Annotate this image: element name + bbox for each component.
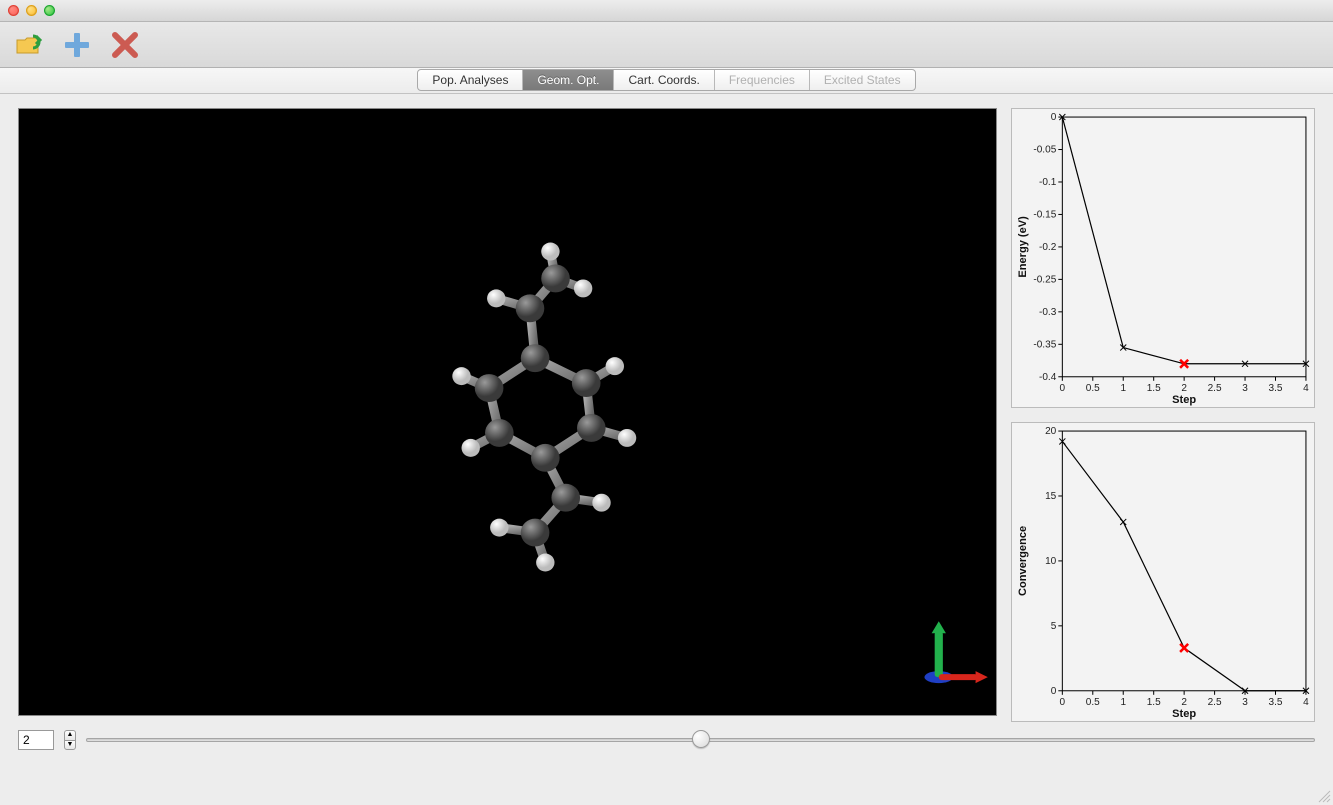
close-icon[interactable] — [8, 5, 19, 16]
axes-gizmo — [924, 621, 987, 683]
svg-text:1: 1 — [1120, 383, 1126, 394]
svg-text:10: 10 — [1045, 556, 1057, 567]
svg-text:4: 4 — [1303, 383, 1309, 394]
svg-text:1.5: 1.5 — [1147, 697, 1161, 708]
toolbar — [0, 22, 1333, 68]
step-slider[interactable] — [86, 732, 1315, 748]
tab-bar: Pop. AnalysesGeom. Opt.Cart. Coords.Freq… — [0, 68, 1333, 94]
svg-text:3: 3 — [1242, 697, 1248, 708]
svg-text:0.5: 0.5 — [1086, 697, 1100, 708]
add-button[interactable] — [62, 30, 92, 60]
svg-text:1.5: 1.5 — [1147, 383, 1161, 394]
svg-text:0: 0 — [1060, 383, 1066, 394]
svg-text:0: 0 — [1060, 697, 1066, 708]
svg-text:-0.15: -0.15 — [1033, 209, 1056, 220]
svg-text:2.5: 2.5 — [1208, 697, 1222, 708]
svg-text:Step: Step — [1172, 394, 1196, 406]
energy-chart[interactable]: 0 0.5 1 1.5 2 2.5 3 3.5 4 0 -0.05 -0.1 -0.15 -0.2 -0.2… — [1011, 108, 1315, 408]
tab-excited-states: Excited States — [810, 70, 915, 90]
resize-grip-icon — [1317, 789, 1331, 803]
svg-text:3: 3 — [1242, 383, 1248, 394]
svg-text:-0.35: -0.35 — [1033, 339, 1056, 350]
svg-text:Step: Step — [1172, 708, 1196, 720]
step-down-button[interactable]: ▼ — [64, 740, 76, 750]
svg-text:3.5: 3.5 — [1269, 697, 1283, 708]
svg-text:Energy (eV): Energy (eV) — [1017, 216, 1029, 278]
svg-text:-0.4: -0.4 — [1039, 372, 1057, 383]
svg-text:-0.2: -0.2 — [1039, 242, 1057, 253]
convergence-chart[interactable]: 0 0.5 1 1.5 2 2.5 3 3.5 4 0 5 10 15 20 Step Convergence — [1011, 422, 1315, 722]
svg-text:Convergence: Convergence — [1017, 526, 1029, 596]
tab-cart-coords-[interactable]: Cart. Coords. — [614, 70, 714, 90]
svg-text:2: 2 — [1181, 697, 1187, 708]
svg-text:-0.1: -0.1 — [1039, 177, 1057, 188]
svg-text:-0.25: -0.25 — [1033, 274, 1056, 285]
tab-pop-analyses[interactable]: Pop. Analyses — [418, 70, 523, 90]
svg-text:2: 2 — [1181, 383, 1187, 394]
minimize-icon[interactable] — [26, 5, 37, 16]
svg-text:15: 15 — [1045, 491, 1057, 502]
step-controls: ▲ ▼ — [18, 728, 1315, 752]
svg-text:0: 0 — [1051, 686, 1057, 697]
step-input[interactable] — [18, 730, 54, 750]
svg-text:-0.05: -0.05 — [1033, 145, 1056, 156]
tab-frequencies: Frequencies — [715, 70, 810, 90]
titlebar — [0, 0, 1333, 22]
svg-text:2.5: 2.5 — [1208, 383, 1222, 394]
svg-text:1: 1 — [1120, 697, 1126, 708]
svg-text:4: 4 — [1303, 697, 1309, 708]
svg-text:-0.3: -0.3 — [1039, 307, 1057, 318]
open-folder-button[interactable] — [14, 30, 44, 60]
step-up-button[interactable]: ▲ — [64, 730, 76, 740]
tab-geom-opt-[interactable]: Geom. Opt. — [523, 70, 614, 90]
content-area: 0 0.5 1 1.5 2 2.5 3 3.5 4 0 -0.05 -0.1 -0.15 -0.2 -0.2… — [0, 94, 1333, 805]
svg-text:5: 5 — [1051, 621, 1057, 632]
svg-text:0.5: 0.5 — [1086, 383, 1100, 394]
zoom-icon[interactable] — [44, 5, 55, 16]
svg-text:20: 20 — [1045, 426, 1057, 437]
molecule-viewport[interactable] — [18, 108, 997, 716]
svg-text:3.5: 3.5 — [1269, 383, 1283, 394]
delete-button[interactable] — [110, 30, 140, 60]
svg-text:0: 0 — [1051, 112, 1057, 123]
